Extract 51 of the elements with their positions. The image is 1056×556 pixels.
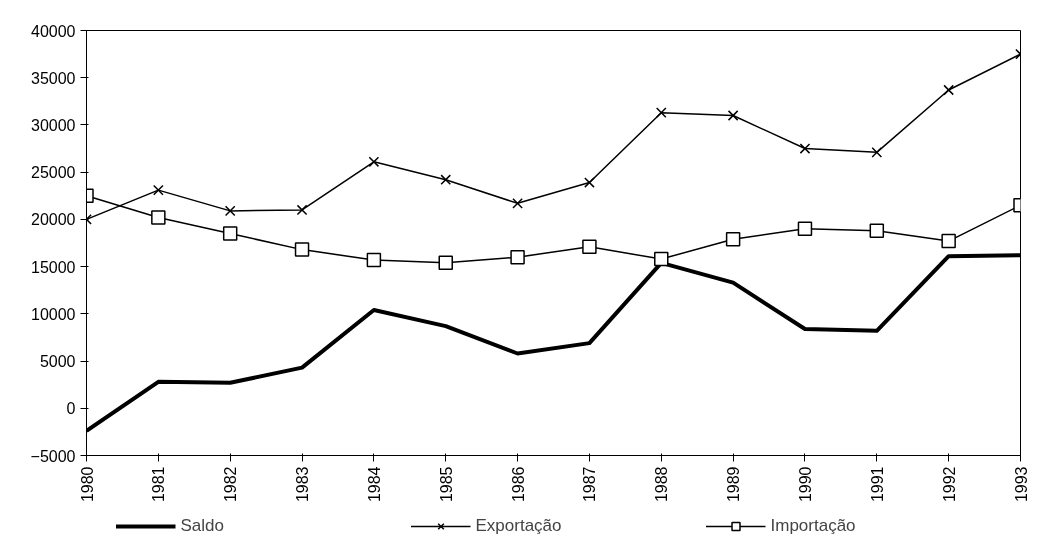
x-tick-label: 1988 xyxy=(653,466,671,503)
point xyxy=(582,239,597,255)
y-tick-label: 20000 xyxy=(31,211,76,229)
x-tick-label: 1986 xyxy=(509,466,527,503)
x-tick-label: 1980 xyxy=(78,466,96,503)
y-tick-label: 10000 xyxy=(31,305,76,323)
y-tick-label: 35000 xyxy=(31,69,76,87)
point xyxy=(725,231,741,247)
x-tick-label: 1984 xyxy=(365,466,383,503)
point xyxy=(151,210,166,225)
x-tick-label: 1991 xyxy=(868,466,886,503)
legend-label: Saldo xyxy=(180,516,225,536)
x-tick-label: 1990 xyxy=(796,466,814,503)
x-tick-label: 1982 xyxy=(222,466,240,503)
point xyxy=(510,249,525,265)
point xyxy=(584,177,595,188)
y-tick-label: 0 xyxy=(66,400,76,418)
point xyxy=(438,255,453,271)
point xyxy=(871,146,883,158)
point xyxy=(797,221,813,237)
y-tick-label: 15000 xyxy=(31,258,76,276)
legend-label: Importação xyxy=(770,516,857,536)
x-tick-label: 1985 xyxy=(437,466,455,503)
point xyxy=(440,174,452,186)
x-tick-label: 1989 xyxy=(725,466,743,503)
x-tick-label: 1993 xyxy=(1012,466,1030,503)
y-tick-label: 40000 xyxy=(31,22,76,40)
point xyxy=(153,184,164,196)
point xyxy=(941,233,956,249)
y-tick-label: 5000 xyxy=(39,353,76,371)
point xyxy=(869,223,885,238)
point xyxy=(294,242,310,257)
point xyxy=(654,251,669,267)
x-tick-label: 1987 xyxy=(581,466,599,503)
point xyxy=(366,252,382,268)
point xyxy=(727,110,739,121)
x-tick-label: 1983 xyxy=(294,466,312,503)
y-tick-label: 25000 xyxy=(31,164,76,182)
point xyxy=(943,84,954,96)
point xyxy=(222,226,238,241)
x-tick-label: 1981 xyxy=(150,466,168,503)
legend-label: Exportação xyxy=(475,516,563,536)
point xyxy=(512,197,523,209)
x-tick-label: 1992 xyxy=(940,466,958,503)
point xyxy=(655,107,667,119)
point xyxy=(368,156,380,168)
y-tick-label: 30000 xyxy=(31,116,76,134)
point xyxy=(224,205,236,217)
y-tick-label: −5000 xyxy=(30,447,76,465)
point xyxy=(799,143,811,154)
point xyxy=(296,204,308,216)
